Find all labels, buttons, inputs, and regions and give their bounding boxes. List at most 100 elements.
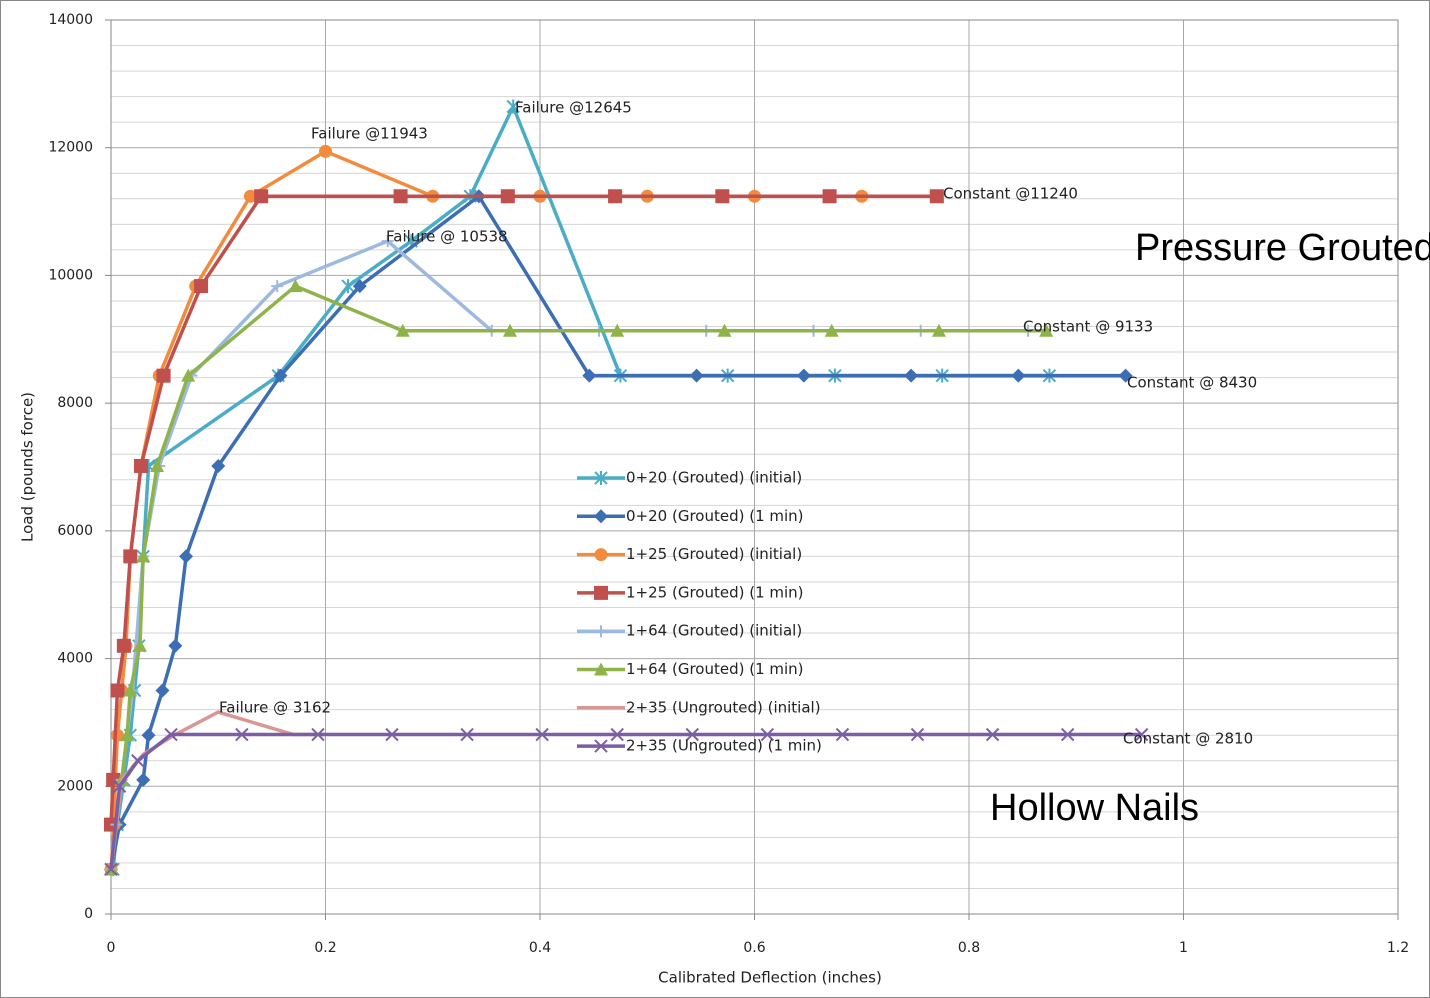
x-tick-label: 0.4 (529, 940, 551, 956)
marker (141, 728, 156, 743)
marker (717, 323, 732, 337)
y-tick-label: 0 (84, 906, 93, 922)
annotation: Failure @11943 (311, 125, 428, 143)
legend-label: 0+20 (Grouted) (initial) (626, 469, 802, 487)
legend-marker (594, 548, 608, 562)
marker (235, 727, 249, 742)
marker (112, 779, 127, 793)
legend-label: 1+64 (Grouted) (1 min) (626, 660, 804, 678)
marker (610, 323, 625, 337)
legend-marker (594, 471, 608, 485)
annotation: Hollow Nails (990, 787, 1199, 829)
marker (393, 189, 408, 204)
annotation: Failure @ 3162 (219, 699, 331, 717)
marker (535, 727, 549, 742)
marker (395, 323, 410, 337)
marker (179, 549, 194, 564)
annotation: Constant @ 9133 (1023, 318, 1153, 336)
marker (824, 323, 839, 337)
annotation: Constant @11240 (943, 185, 1078, 203)
marker (608, 189, 623, 204)
marker (822, 189, 837, 204)
series-line (109, 284, 1047, 870)
x-tick-label: 1.2 (1387, 940, 1409, 956)
marker (352, 279, 367, 294)
x-axis-label: Calibrated Deflection (inches) (658, 969, 882, 987)
marker (110, 683, 125, 698)
x-tick-label: 0.8 (958, 940, 980, 956)
marker (685, 727, 700, 742)
legend-label: 2+35 (Ungrouted) (1 min) (626, 737, 822, 755)
plot-area (110, 19, 1399, 915)
marker (254, 189, 269, 204)
legend: 0+20 (Grouted) (initial) 0+20 (Grouted) (… (577, 469, 822, 755)
marker (904, 368, 919, 383)
marker (689, 368, 704, 383)
y-tick-label: 4000 (57, 651, 93, 667)
legend-label: 1+64 (Grouted) (initial) (626, 622, 802, 640)
marker (104, 862, 118, 877)
legend-marker (594, 662, 608, 676)
marker (319, 144, 332, 158)
y-tick-label: 12000 (48, 140, 93, 156)
annotation: Failure @12645 (515, 99, 632, 117)
marker (931, 323, 946, 337)
y-tick-label: 6000 (57, 523, 93, 539)
marker (168, 638, 183, 653)
marker (211, 458, 226, 473)
marker (582, 368, 597, 383)
annotation: Failure @ 10538 (386, 228, 508, 246)
marker (835, 727, 850, 742)
x-tick-label: 1 (1179, 940, 1188, 956)
marker (1039, 323, 1054, 337)
marker (760, 727, 775, 742)
marker (1134, 727, 1149, 742)
marker (120, 728, 135, 742)
marker (311, 727, 325, 742)
marker (194, 279, 209, 294)
marker (156, 368, 171, 383)
marker (1011, 368, 1026, 383)
y-tick-label: 2000 (57, 778, 93, 794)
marker (131, 754, 145, 768)
legend-marker (594, 739, 608, 753)
legend-marker (594, 509, 608, 524)
marker (123, 683, 138, 697)
x-tick-label: 0.2 (314, 940, 336, 956)
marker (500, 189, 515, 204)
marker (1060, 727, 1075, 742)
legend-label: 1+25 (Grouted) (1 min) (626, 583, 804, 601)
marker (155, 683, 170, 698)
marker (136, 772, 151, 787)
legend-label: 2+35 (Ungrouted) (initial) (626, 698, 821, 716)
x-tick-label: 0 (107, 940, 116, 956)
annotation: Constant @ 8430 (1127, 374, 1257, 392)
y-tick-label: 14000 (48, 12, 93, 28)
marker (273, 368, 288, 383)
marker (506, 99, 520, 114)
y-axis-label: Load (pounds force) (19, 392, 37, 542)
y-tick-label: 8000 (57, 395, 93, 411)
marker (341, 279, 355, 294)
marker (136, 549, 151, 563)
marker (985, 727, 1000, 742)
marker (715, 189, 730, 204)
legend-label: 0+20 (Grouted) (1 min) (626, 507, 804, 525)
marker (1118, 368, 1133, 383)
marker (123, 549, 138, 564)
marker (271, 280, 284, 293)
legend-marker (595, 625, 607, 638)
marker (385, 727, 399, 742)
marker (910, 727, 925, 742)
marker (164, 727, 178, 742)
y-tick-label: 10000 (48, 267, 93, 283)
marker (796, 368, 811, 383)
legend-label: 1+25 (Grouted) (initial) (626, 545, 802, 563)
marker (610, 727, 624, 742)
marker (460, 727, 474, 742)
marker (150, 458, 165, 472)
marker (181, 368, 196, 382)
marker (116, 638, 131, 653)
